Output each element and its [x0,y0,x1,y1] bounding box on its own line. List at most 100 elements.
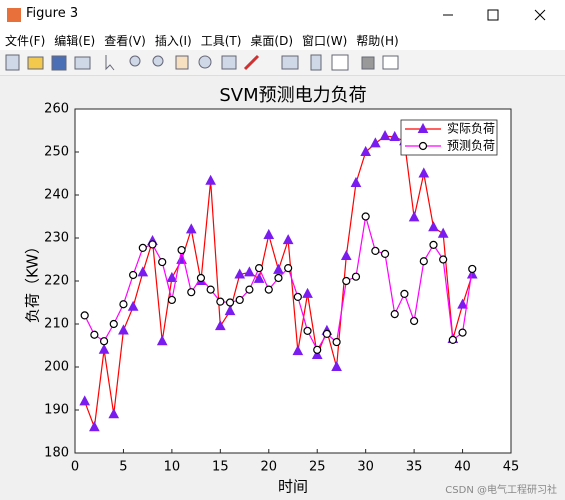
menu-item[interactable]: 编辑(E) [54,33,96,48]
marker [167,295,176,305]
tool-new[interactable] [5,54,20,71]
marker [177,245,186,255]
marker [244,266,255,277]
marker [458,328,467,337]
menu-item[interactable]: 查看(V) [104,33,146,48]
marker [390,310,399,319]
x-tick-label: 5 [119,460,127,475]
marker [379,130,391,141]
marker [342,276,351,286]
marker [263,228,275,239]
x-tick-label: 45 [503,460,520,475]
tool-datatip[interactable] [221,55,237,70]
close[interactable] [534,9,546,21]
menu-item[interactable]: 工具(T) [200,33,242,48]
tool-colorbar[interactable] [310,54,322,71]
y-tick-label: 200 [44,360,69,375]
marker [466,268,478,279]
marker [468,264,477,274]
marker [118,324,129,335]
tool-hide[interactable] [361,56,375,70]
marker [216,297,225,306]
x-tick-label: 10 [164,460,181,475]
tool-zoom-in[interactable] [129,55,141,67]
marker [274,273,283,283]
marker [293,292,302,302]
y-tick-label: 260 [44,102,69,117]
tool-link[interactable] [281,55,299,70]
y-tick-label: 210 [44,317,69,332]
marker [350,176,362,187]
marker [410,316,419,326]
marker [127,300,139,311]
axes-box [74,108,512,454]
marker [253,272,265,283]
marker [292,345,304,356]
tool-print[interactable] [74,56,91,70]
tool-select[interactable] [105,55,115,71]
marker [389,130,401,141]
marker [98,343,110,354]
tool-legend[interactable] [331,54,349,71]
tool-save[interactable] [51,55,67,71]
marker [205,174,216,185]
marker [429,240,438,249]
x-tick-label: 30 [357,460,374,475]
marker [448,335,457,345]
marker [215,320,226,331]
marker [282,234,294,245]
marker [119,300,128,309]
maximize[interactable] [487,9,499,21]
title-bar: Figure 3 [0,0,565,30]
marker [419,257,428,266]
marker [351,272,361,281]
marker [158,257,167,267]
marker [187,288,196,297]
marker [428,221,439,232]
tool-show[interactable] [382,55,399,70]
marker [313,345,322,354]
menu-item[interactable]: 帮助(H) [356,33,399,48]
y-tick-label: 220 [44,274,69,289]
marker [99,337,109,346]
marker [109,319,118,329]
marker [185,223,197,234]
marker [439,255,448,264]
tool-brush[interactable] [243,54,260,71]
menu-item[interactable]: 窗口(W) [302,33,348,48]
menu-item[interactable]: 文件(F) [5,33,46,48]
marker [408,211,420,222]
y-tick-label: 230 [44,231,69,246]
menu-item[interactable]: 插入(I) [154,33,192,48]
x-tick-label: 25 [309,460,326,475]
marker [148,240,157,249]
marker [79,395,91,406]
tool-zoom-out[interactable] [152,55,164,67]
marker [360,145,371,156]
marker [457,298,468,309]
x-tick-label: 15 [212,460,229,475]
tool-open[interactable] [27,56,44,70]
tool-rotate[interactable] [198,55,212,69]
x-tick-label: 0 [71,460,79,475]
y-tick-label: 180 [44,446,69,461]
marker [89,421,100,432]
marker [361,212,370,221]
marker [108,408,120,419]
marker [340,249,352,261]
tool-pan[interactable] [175,55,189,70]
y-tick-label: 250 [44,145,69,160]
menu-item[interactable]: 桌面(D) [250,33,294,48]
marker [284,264,293,273]
marker [206,285,215,294]
marker [371,246,380,255]
x-tick-label: 40 [454,460,471,475]
marker [90,330,99,339]
marker [254,264,264,273]
marker [273,263,284,274]
marker [311,348,323,359]
marker [235,295,244,305]
marker [137,266,149,277]
